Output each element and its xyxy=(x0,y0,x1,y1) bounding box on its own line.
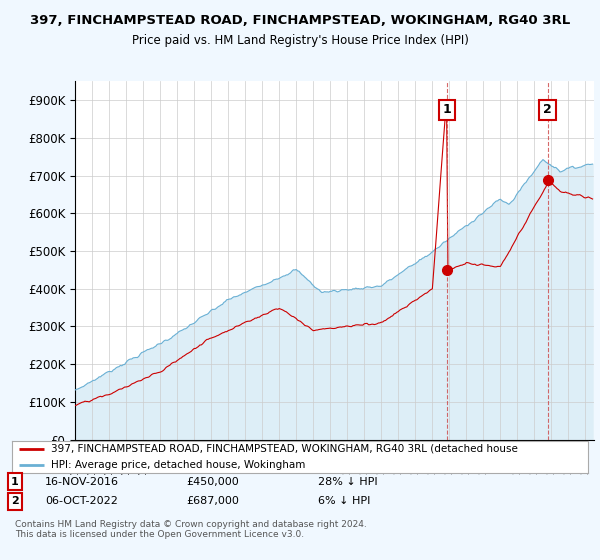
Text: 28% ↓ HPI: 28% ↓ HPI xyxy=(318,477,377,487)
Text: £450,000: £450,000 xyxy=(186,477,239,487)
Text: 1: 1 xyxy=(443,104,452,116)
Text: 397, FINCHAMPSTEAD ROAD, FINCHAMPSTEAD, WOKINGHAM, RG40 3RL (detached house: 397, FINCHAMPSTEAD ROAD, FINCHAMPSTEAD, … xyxy=(51,444,518,454)
Text: £687,000: £687,000 xyxy=(186,496,239,506)
Text: 1: 1 xyxy=(11,477,19,487)
Text: Price paid vs. HM Land Registry's House Price Index (HPI): Price paid vs. HM Land Registry's House … xyxy=(131,34,469,46)
Text: 16-NOV-2016: 16-NOV-2016 xyxy=(45,477,119,487)
Text: 06-OCT-2022: 06-OCT-2022 xyxy=(45,496,118,506)
Text: 397, FINCHAMPSTEAD ROAD, FINCHAMPSTEAD, WOKINGHAM, RG40 3RL: 397, FINCHAMPSTEAD ROAD, FINCHAMPSTEAD, … xyxy=(30,14,570,27)
Text: 2: 2 xyxy=(543,104,552,116)
Text: HPI: Average price, detached house, Wokingham: HPI: Average price, detached house, Woki… xyxy=(51,460,305,470)
Text: Contains HM Land Registry data © Crown copyright and database right 2024.
This d: Contains HM Land Registry data © Crown c… xyxy=(15,520,367,539)
Text: 6% ↓ HPI: 6% ↓ HPI xyxy=(318,496,370,506)
Text: 2: 2 xyxy=(11,496,19,506)
